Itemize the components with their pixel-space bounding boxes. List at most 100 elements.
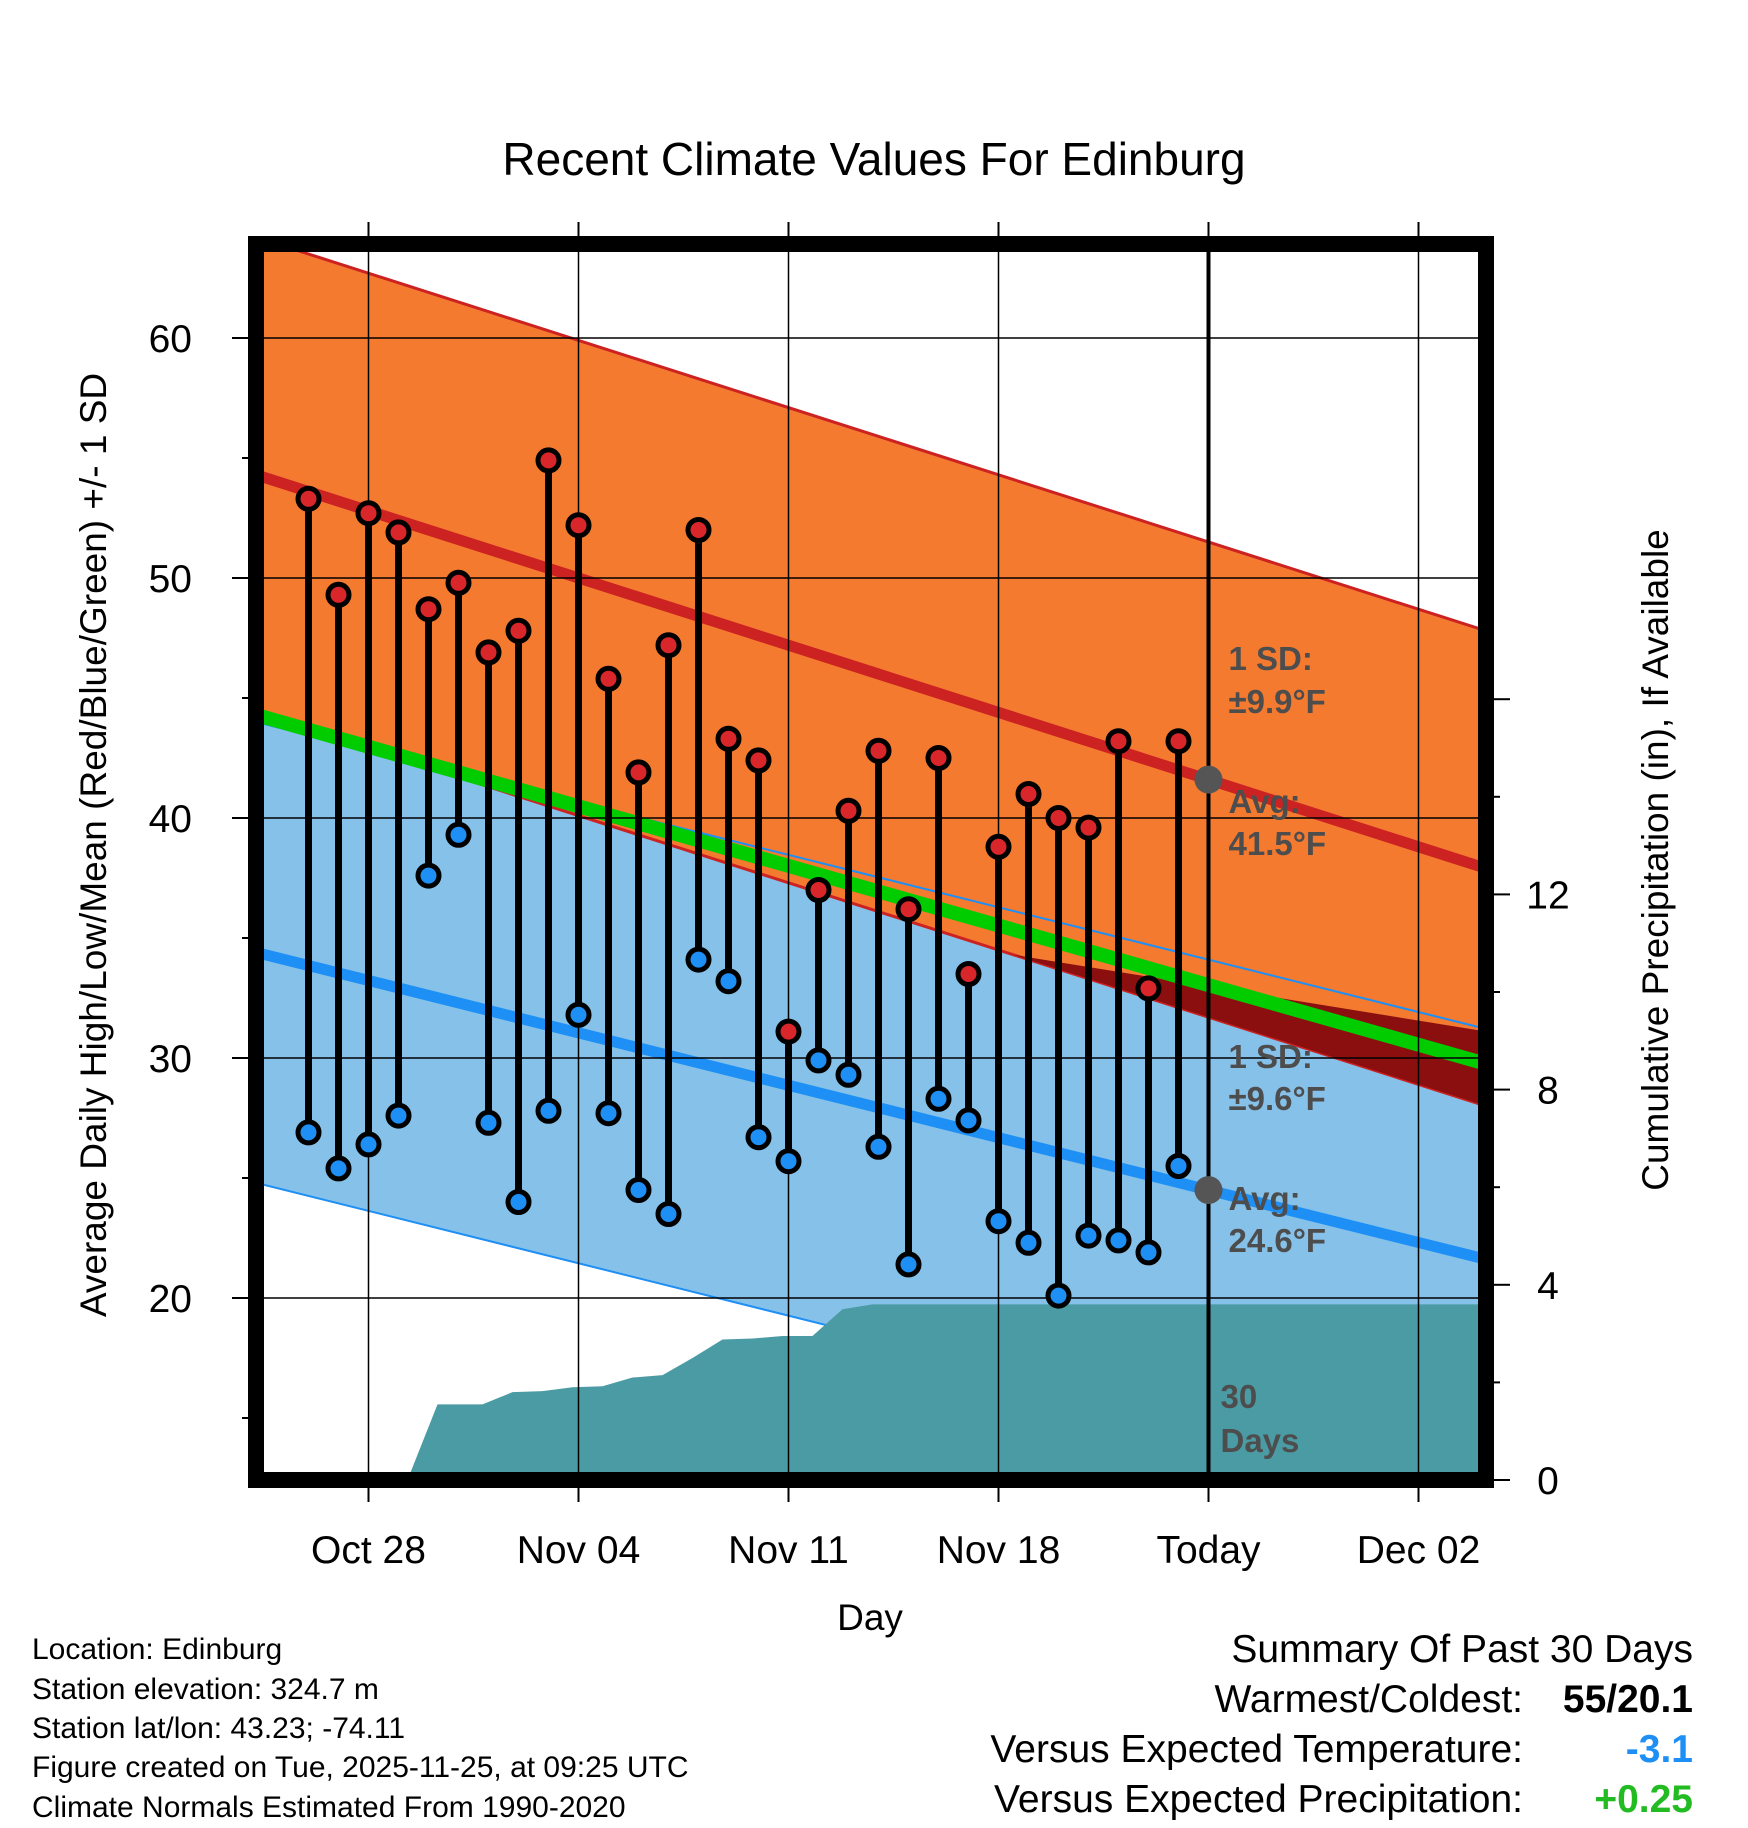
daily-high-point [1135,975,1162,1002]
daily-low-point [1015,1229,1042,1256]
daily-high-point [325,581,352,608]
daily-high-point [385,519,412,546]
y2-tick-label: 12 [1526,874,1569,917]
summary-precip-row: Versus Expected Precipitation: +0.25 [994,1778,1693,1822]
high-sd-value: ±9.9°F [1229,683,1326,720]
x-tick-label: Nov 11 [728,1529,849,1572]
daily-high-point [835,797,862,824]
x-tick-label: Today [1156,1529,1261,1572]
daily-low-point [805,1047,832,1074]
daily-low-point [625,1177,652,1203]
daily-high-point [1165,728,1192,755]
daily-high-point [925,745,952,771]
daily-low-point [475,1109,502,1136]
daily-high-point [355,500,382,527]
days-count-word: Days [1221,1422,1300,1459]
y2-axis-label: Cumulative Precipitation (in), If Availa… [1635,529,1676,1191]
y-tick-label: 50 [149,558,192,601]
daily-high-point [805,877,832,903]
today-low-avg-marker [1194,1176,1223,1205]
daily-low-point [355,1131,382,1158]
daily-low-point [1105,1227,1132,1254]
daily-low-point [775,1148,802,1175]
daily-low-point [385,1102,412,1129]
x-tick-label: Nov 18 [937,1529,1061,1572]
plot-area: 1 SD: ±9.9°F Avg: 41.5°F 1 SD: ±9.6°F Avg: 24.6… [149,222,1570,1572]
daily-low-point [505,1189,532,1215]
daily-low-point [595,1100,622,1127]
sd-overlap-region [1013,954,1486,1106]
high-sd-label: 1 SD: [1229,640,1313,677]
summary-warmest-row: Warmest/Coldest: 55/20.1 [1215,1678,1693,1722]
daily-high-point [715,725,742,752]
summary-precip-value: +0.25 [1594,1778,1693,1821]
precip-area [407,1304,1486,1480]
summary-precip-label: Versus Expected Precipitation: [994,1778,1523,1821]
daily-high-point [895,896,922,923]
daily-high-point [745,747,772,774]
low-normal-line [256,947,1486,1265]
daily-high-point [475,639,502,666]
summary-temp-value: -3.1 [1625,1728,1693,1771]
info-elevation: Station elevation: 324.7 m [32,1673,379,1706]
daily-high-point [655,632,682,659]
daily-high-point [1015,781,1042,807]
daily-high-point [445,569,472,596]
high-upper-sd-edge [272,244,1486,633]
daily-low-point [445,821,472,848]
y-tick-label: 40 [149,798,192,841]
info-created: Figure created on Tue, 2025-11-25, at 09… [32,1751,689,1784]
daily-low-point [415,862,442,889]
daily-low-point [535,1097,562,1124]
daily-high-point [1075,814,1102,841]
y2-tick-label: 0 [1537,1460,1559,1503]
daily-high-point [625,759,652,786]
summary-warmest-label: Warmest/Coldest: [1214,1678,1523,1721]
low-sd-value: ±9.6°F [1229,1080,1326,1117]
x-axis-label: Day [837,1597,903,1638]
x-tick-label: Oct 28 [311,1529,426,1572]
y2-tick-label: 4 [1537,1265,1559,1308]
daily-low-point [895,1251,922,1278]
daily-high-point [505,617,532,644]
daily-low-point [1135,1239,1162,1266]
daily-high-point [565,512,592,539]
daily-low-point [685,946,712,973]
daily-low-point [835,1061,862,1088]
summary-title: Summary Of Past 30 Days [1231,1628,1693,1671]
mean-normal-line [256,708,1486,1072]
daily-high-point [415,596,442,623]
plot-frame [248,236,1494,1488]
days-count-number: 30 [1221,1378,1258,1415]
summary-temp-label: Versus Expected Temperature: [990,1728,1523,1771]
daily-high-point [295,485,322,512]
low-avg-value: 24.6°F [1229,1222,1327,1259]
summary-warmest-value: 55/20.1 [1562,1678,1693,1721]
daily-low-point [955,1107,982,1134]
summary-temp-row: Versus Expected Temperature: -3.1 [990,1728,1693,1772]
high-avg-label: Avg: [1229,783,1301,820]
daily-low-point [1165,1153,1192,1179]
chart-title: Recent Climate Values For Edinburg [502,133,1245,185]
daily-low-point [745,1124,772,1151]
daily-low-point [1075,1222,1102,1249]
y-tick-label: 60 [149,318,192,361]
daily-low-point [325,1155,352,1182]
plot-clipped-group: 1 SD: ±9.9°F Avg: 41.5°F 1 SD: ±9.6°F Avg: 24.6… [256,244,1486,1480]
daily-high-point [955,961,982,987]
x-tick-label: Dec 02 [1357,1529,1481,1572]
low-sd-label: 1 SD: [1229,1038,1313,1075]
daily-low-point [1045,1282,1072,1309]
y-tick-label: 20 [149,1278,192,1321]
daily-high-point [535,447,562,474]
daily-high-point [865,737,892,764]
info-latlon: Station lat/lon: 43.23; -74.11 [32,1712,406,1745]
daily-low-point [925,1085,952,1112]
daily-low-point [295,1119,322,1146]
daily-high-point [685,517,712,543]
daily-high-point [1045,805,1072,831]
y-axis-label: Average Daily High/Low/Mean (Red/Blue/Gr… [73,373,114,1317]
y-tick-label: 30 [149,1038,192,1081]
daily-low-point [565,1001,592,1028]
